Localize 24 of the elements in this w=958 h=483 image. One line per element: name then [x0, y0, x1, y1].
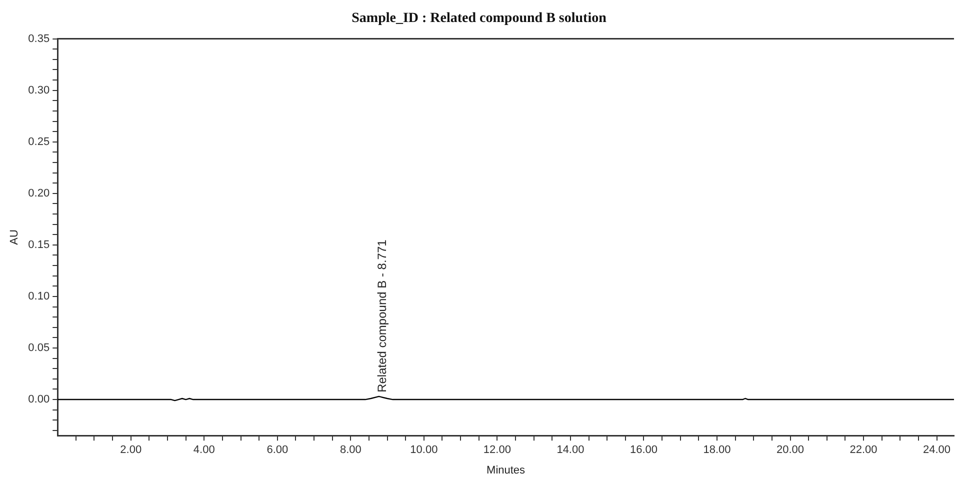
y-axis-title: AU [8, 230, 21, 245]
x-tick-label: 6.00 [266, 444, 288, 456]
x-tick-label: 4.00 [193, 444, 215, 456]
x-axis-title: Minutes [486, 464, 526, 476]
chart-title: Sample_ID : Related compound B solution [352, 11, 607, 26]
x-tick-label: 22.00 [850, 444, 878, 456]
x-tick-label: 2.00 [120, 444, 142, 456]
y-tick-label: 0.05 [28, 342, 50, 354]
y-tick-label: 0.35 [28, 32, 50, 45]
x-tick-label: 24.00 [923, 444, 951, 456]
x-tick-label: 14.00 [556, 444, 584, 456]
y-tick-label: 0.10 [28, 290, 50, 302]
y-tick-label: 0.25 [28, 136, 50, 148]
x-tick-label: 10.00 [410, 444, 438, 456]
x-tick-label: 18.00 [703, 444, 731, 456]
annotation: Related compound B - 8.771 [375, 239, 390, 392]
y-tick-label: 0.15 [28, 238, 50, 251]
y-tick-label: 0.30 [28, 84, 50, 96]
x-tick-label: 8.00 [340, 444, 362, 456]
x-tick-label: 16.00 [630, 444, 658, 456]
y-tick-label: 0.00 [28, 394, 50, 406]
y-tick-label: 0.20 [28, 187, 50, 200]
x-tick-label: 20.00 [776, 444, 804, 456]
x-tick-label: 12.00 [483, 444, 511, 456]
